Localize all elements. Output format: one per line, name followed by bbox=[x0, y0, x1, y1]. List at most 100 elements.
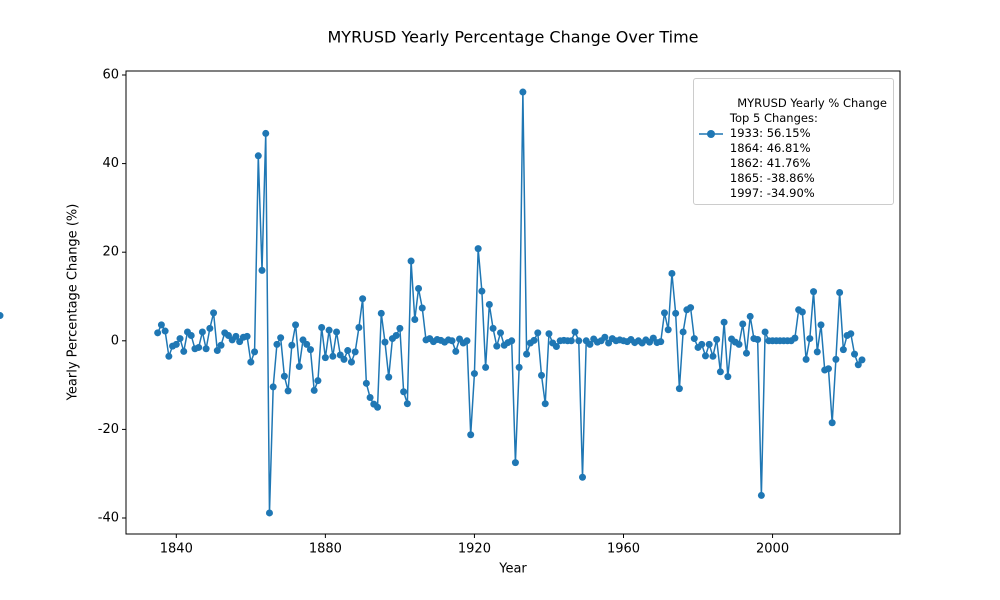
data-point bbox=[210, 309, 218, 317]
data-point bbox=[232, 332, 240, 340]
data-point bbox=[847, 330, 855, 338]
data-point bbox=[791, 334, 799, 342]
data-point bbox=[798, 308, 806, 316]
data-point bbox=[690, 335, 698, 343]
data-point bbox=[292, 321, 300, 329]
data-point bbox=[400, 388, 408, 396]
data-point bbox=[0, 312, 4, 320]
y-tick-label: 60 bbox=[102, 67, 119, 82]
data-point bbox=[493, 342, 501, 350]
data-point bbox=[280, 372, 288, 380]
data-point bbox=[195, 343, 203, 351]
data-point bbox=[467, 431, 475, 439]
data-point bbox=[329, 352, 337, 360]
data-point bbox=[482, 363, 490, 371]
x-tick-label: 1920 bbox=[458, 542, 491, 557]
data-point bbox=[273, 340, 281, 348]
data-point bbox=[571, 328, 579, 336]
x-tick-label: 2000 bbox=[756, 542, 789, 557]
data-point bbox=[269, 383, 277, 391]
data-point bbox=[381, 338, 389, 346]
data-point bbox=[836, 289, 844, 297]
data-point bbox=[813, 348, 821, 356]
data-point bbox=[217, 341, 225, 349]
data-point bbox=[306, 346, 314, 354]
data-point bbox=[497, 329, 505, 337]
data-point bbox=[538, 371, 546, 379]
data-point bbox=[858, 356, 866, 364]
y-tick-label: 40 bbox=[102, 156, 119, 171]
data-point bbox=[366, 394, 374, 402]
data-point bbox=[198, 328, 206, 336]
data-point bbox=[333, 328, 341, 336]
data-point bbox=[411, 316, 419, 324]
data-point bbox=[385, 373, 393, 381]
data-point bbox=[318, 324, 326, 332]
data-point bbox=[713, 335, 721, 343]
data-point bbox=[247, 358, 255, 366]
data-point bbox=[485, 300, 493, 308]
data-point bbox=[265, 509, 273, 517]
data-point bbox=[478, 287, 486, 295]
data-point bbox=[534, 329, 542, 337]
data-point bbox=[657, 338, 665, 346]
data-point bbox=[310, 386, 318, 394]
data-point bbox=[578, 473, 586, 481]
data-point bbox=[586, 340, 594, 348]
data-point bbox=[377, 309, 385, 317]
data-point bbox=[668, 269, 676, 277]
data-point bbox=[463, 337, 471, 345]
data-point bbox=[202, 345, 210, 353]
x-tick-label: 1960 bbox=[607, 542, 640, 557]
data-point bbox=[396, 324, 404, 332]
data-point bbox=[754, 335, 762, 343]
data-point bbox=[698, 340, 706, 348]
data-point bbox=[165, 352, 173, 360]
legend-marker bbox=[706, 130, 715, 138]
data-point bbox=[392, 331, 400, 339]
data-point bbox=[347, 358, 355, 366]
data-point bbox=[515, 363, 523, 371]
data-point bbox=[720, 318, 728, 326]
data-point bbox=[679, 328, 687, 336]
data-point bbox=[474, 245, 482, 253]
data-point bbox=[828, 419, 836, 427]
data-point bbox=[705, 340, 713, 348]
data-point bbox=[511, 459, 519, 467]
legend: MYRUSD Yearly % Change Top 5 Changes: 19… bbox=[692, 78, 894, 205]
data-point bbox=[739, 320, 747, 328]
data-point bbox=[508, 337, 516, 345]
data-point bbox=[295, 362, 303, 370]
data-point bbox=[213, 347, 221, 355]
data-point bbox=[552, 343, 560, 351]
data-point bbox=[325, 326, 333, 334]
data-point bbox=[258, 266, 266, 274]
data-point bbox=[180, 347, 188, 355]
data-point bbox=[415, 285, 423, 293]
data-point bbox=[161, 327, 169, 335]
y-tick-label: -40 bbox=[98, 511, 119, 526]
data-point bbox=[251, 348, 259, 356]
data-point bbox=[157, 321, 165, 329]
data-point bbox=[757, 491, 765, 499]
data-point bbox=[470, 370, 478, 378]
data-point bbox=[742, 349, 750, 357]
data-point bbox=[810, 288, 818, 296]
legend-label: MYRUSD Yearly % Change Top 5 Changes: 19… bbox=[729, 96, 887, 200]
data-point bbox=[407, 257, 415, 265]
y-tick-label: 0 bbox=[111, 333, 119, 348]
data-point bbox=[672, 309, 680, 317]
data-point bbox=[817, 321, 825, 329]
data-point bbox=[854, 361, 862, 369]
data-point bbox=[839, 346, 847, 354]
data-point bbox=[530, 336, 538, 344]
data-point bbox=[321, 354, 329, 362]
y-axis-label: Yearly Percentage Change (%) bbox=[66, 204, 81, 402]
data-point bbox=[701, 352, 709, 360]
data-point bbox=[660, 309, 668, 317]
data-point bbox=[687, 304, 695, 312]
y-tick-label: 20 bbox=[102, 245, 119, 260]
legend-handle bbox=[698, 130, 723, 138]
data-point bbox=[523, 350, 531, 358]
